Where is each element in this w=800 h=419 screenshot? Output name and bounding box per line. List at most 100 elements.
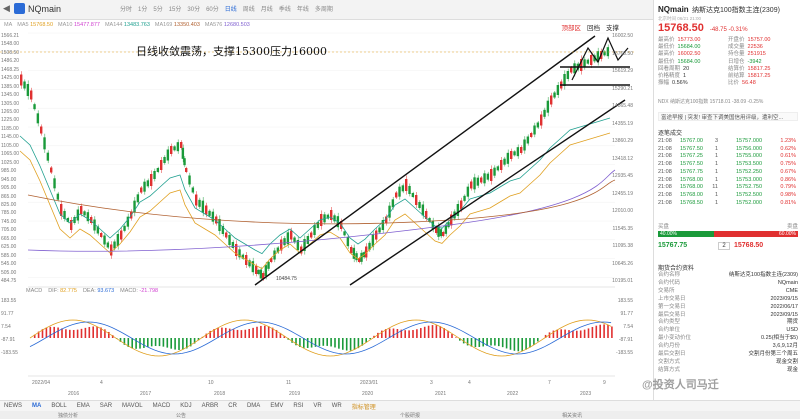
period-tab[interactable]: 周线 bbox=[242, 7, 255, 13]
macd-bar bbox=[322, 338, 325, 346]
candle-body bbox=[510, 151, 513, 159]
info-row: 合约类型 期货 bbox=[658, 319, 798, 327]
period-tab[interactable]: 15分 bbox=[168, 7, 182, 13]
indicator-tab[interactable]: EMV bbox=[270, 403, 284, 409]
stat-cell: 前结算 15817.25 bbox=[728, 73, 798, 80]
indicator-tab[interactable]: MA bbox=[32, 403, 42, 409]
candle-body bbox=[183, 158, 186, 166]
left-axis-tick: 785.00 bbox=[1, 210, 17, 217]
bid-price[interactable]: 15767.75 bbox=[658, 242, 688, 249]
candle-body bbox=[53, 178, 56, 189]
ma-legend-label: MA5 bbox=[17, 22, 29, 28]
candle-body bbox=[398, 186, 401, 197]
macd-bar bbox=[205, 333, 208, 338]
info-row: 上市交易日 2023/09/15 bbox=[658, 296, 798, 304]
candle-body bbox=[180, 142, 183, 148]
left-axis-tick: 1265.00 bbox=[1, 109, 20, 116]
back-arrow-icon[interactable]: ◀ bbox=[3, 3, 10, 13]
macd-bar bbox=[373, 335, 375, 338]
left-axis-tick: 1345.00 bbox=[1, 92, 20, 99]
indicator-tab[interactable]: CR bbox=[228, 403, 237, 409]
macd-bar bbox=[150, 338, 153, 347]
news-ticker[interactable]: 富途早报 | 突发! 审查下调美国信用评级，遭利空... bbox=[658, 112, 798, 121]
macd-bar bbox=[501, 338, 504, 348]
stat-value: 56.48 bbox=[742, 80, 756, 87]
info-row: 合约名称 纳斯达克100指数主连(2309) bbox=[658, 272, 798, 280]
ask-price[interactable]: 15768.50 bbox=[734, 242, 764, 249]
chart-area[interactable]: MA MA5 15768.50 MA10 15477.877 MA144 13483… bbox=[0, 20, 635, 400]
pivot-label[interactable]: 支撑 bbox=[606, 25, 619, 32]
qty-box[interactable]: 2 bbox=[718, 241, 730, 250]
period-tab[interactable]: 60分 bbox=[206, 7, 219, 13]
period-tab[interactable]: 日线 bbox=[224, 7, 237, 13]
macd-bar bbox=[252, 327, 254, 338]
macd-bar bbox=[69, 329, 71, 338]
sub-tab[interactable]: 相关资讯 bbox=[562, 412, 583, 419]
trade-row: 21:08 15767.50 1 15753.500 0.75% bbox=[658, 161, 798, 169]
macd-bar bbox=[423, 326, 426, 338]
pivot-label[interactable]: 回档 bbox=[587, 25, 600, 32]
ma-legend-item: MA5 15768.50 bbox=[17, 22, 53, 28]
trade-price-2: 15753.000 bbox=[736, 176, 762, 183]
macd-legend-item: DIF: 82.775 bbox=[48, 288, 77, 294]
indicator-tab[interactable]: VR bbox=[313, 403, 322, 409]
stat-value: 15773.00 bbox=[677, 37, 701, 43]
macd-bar bbox=[260, 325, 262, 338]
indicator-tab[interactable]: BOLL bbox=[51, 403, 67, 409]
period-tab[interactable]: 月线 bbox=[260, 7, 273, 13]
trade-price: 15768.50 bbox=[680, 199, 703, 206]
stat-value: 251915 bbox=[747, 51, 766, 58]
indicator-tab[interactable]: MAVOL bbox=[122, 403, 143, 409]
macd-left-tick: 91.77 bbox=[1, 311, 14, 317]
price-chart[interactable] bbox=[0, 20, 635, 400]
left-axis-tick: 1508.50 bbox=[1, 49, 20, 56]
candle-body bbox=[100, 233, 103, 237]
sub-tab[interactable]: 公告 bbox=[176, 412, 187, 419]
period-tab[interactable]: 季线 bbox=[278, 7, 291, 13]
dea-line bbox=[29, 321, 612, 355]
candle-body bbox=[476, 177, 480, 186]
candle-body bbox=[375, 230, 378, 240]
contract-info: 合约名称 纳斯达克100指数主连(2309) 合约代码 NQmain 交易所 CME 上市交… bbox=[658, 272, 798, 375]
indicator-tab[interactable]: NEWS bbox=[4, 403, 22, 409]
period-tab[interactable]: 分时 bbox=[120, 7, 133, 13]
indicator-tab[interactable]: ARBR bbox=[201, 403, 219, 409]
macd-bar bbox=[84, 327, 87, 338]
left-axis-tick: 665.00 bbox=[1, 235, 17, 242]
period-tab[interactable]: 年线 bbox=[296, 7, 309, 13]
info-value: 现金 bbox=[786, 366, 798, 373]
index-line[interactable]: NDX 纳斯达克100指数 15718.01 -38.09 -0.25% bbox=[658, 99, 764, 105]
indicator-tab[interactable]: MACD bbox=[152, 403, 171, 409]
trade-price: 15768.00 bbox=[680, 184, 703, 191]
indicator-tab[interactable]: SAR bbox=[99, 403, 113, 409]
indicator-tab[interactable]: 指标管理 bbox=[351, 404, 376, 411]
sub-tab[interactable]: 个股研报 bbox=[400, 412, 421, 419]
macd-bar bbox=[326, 338, 328, 346]
period-tab[interactable]: 多周期 bbox=[314, 7, 333, 13]
indicator-tab[interactable]: WR bbox=[331, 403, 342, 409]
indicator-tab[interactable]: EMA bbox=[76, 403, 90, 409]
candle-body bbox=[150, 174, 153, 186]
candle-body bbox=[46, 152, 50, 161]
macd-bar bbox=[299, 338, 301, 347]
trend-channel-lower bbox=[349, 99, 626, 286]
trade-price: 15767.50 bbox=[680, 161, 703, 168]
candle-body bbox=[536, 122, 540, 128]
period-tab[interactable]: 1分 bbox=[138, 7, 148, 13]
period-tab[interactable]: 30分 bbox=[187, 7, 201, 13]
indicator-tab[interactable]: RSI bbox=[293, 403, 304, 409]
candle-body bbox=[133, 200, 136, 213]
pivot-label[interactable]: 顶部区 bbox=[561, 25, 582, 32]
trade-time: 21:08 bbox=[658, 191, 672, 198]
candle-body bbox=[23, 81, 26, 89]
candle-body bbox=[444, 224, 448, 234]
macd-right-tick: 7.54 bbox=[623, 324, 633, 330]
macd-bar bbox=[560, 329, 562, 338]
candle-body bbox=[516, 147, 520, 157]
period-tab[interactable]: 5分 bbox=[153, 7, 163, 13]
sub-tab[interactable]: 独债分析 bbox=[58, 412, 79, 419]
x-axis-tick-year: 2019 bbox=[289, 391, 301, 397]
indicator-tab[interactable]: KDJ bbox=[180, 403, 192, 409]
indicator-tab[interactable]: DMA bbox=[246, 403, 261, 409]
macd-bar bbox=[193, 338, 196, 344]
